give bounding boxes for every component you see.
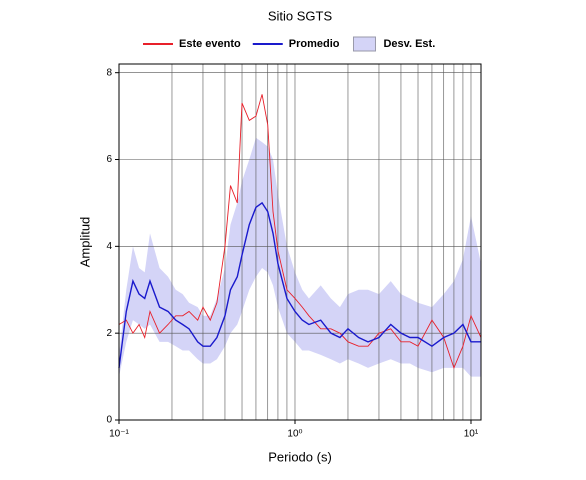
legend-label: Desv. Est. <box>383 38 435 50</box>
y-tick-label: 8 <box>106 67 112 78</box>
chart-title: Sitio SGTS <box>268 8 333 23</box>
plot-frame <box>118 63 482 421</box>
y-tick-label: 4 <box>106 241 112 252</box>
y-tick-label: 0 <box>106 415 112 426</box>
legend-swatch <box>352 36 376 52</box>
y-tick-label: 2 <box>106 328 112 339</box>
y-tick-label: 6 <box>106 154 112 165</box>
series-line <box>118 94 482 370</box>
x-tick-label: 10¹ <box>464 429 479 440</box>
legend-label: Este evento <box>179 38 241 50</box>
x-axis-label: Periodo (s) <box>268 449 332 464</box>
std-band <box>119 137 481 377</box>
series-line <box>118 201 481 368</box>
y-axis-label: Amplitud <box>77 217 92 268</box>
legend-label: Promedio <box>289 38 340 50</box>
x-tick-label: 10⁻¹ <box>109 429 129 440</box>
x-tick-label: 10⁰ <box>287 429 302 440</box>
